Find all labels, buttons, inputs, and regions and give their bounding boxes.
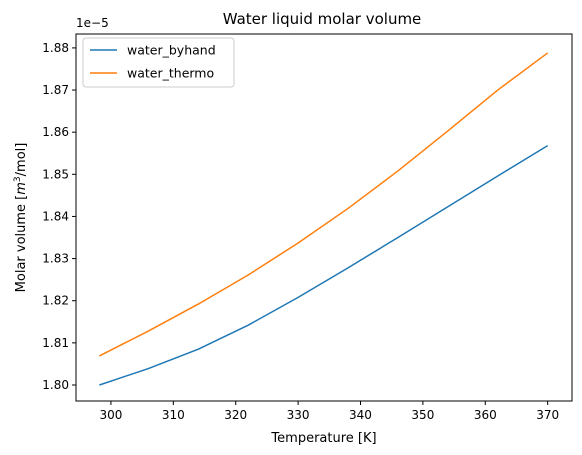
- series-line-water-thermo: [99, 52, 549, 357]
- x-tick-label: 300: [99, 408, 122, 422]
- y-axis-label: Molar volume [m3/mol]: [13, 143, 29, 293]
- x-axis-ticks: 300 310 320 330 340 350 360 370: [99, 401, 559, 422]
- y-tick-label: 1.88: [42, 41, 69, 55]
- chart-title: Water liquid molar volume: [223, 10, 422, 28]
- x-tick-label: 360: [474, 408, 497, 422]
- legend: water_byhand water_thermo: [82, 37, 235, 88]
- x-axis-label: Temperature [K]: [270, 431, 376, 446]
- x-tick-label: 340: [349, 408, 372, 422]
- x-tick-label: 310: [162, 408, 185, 422]
- y-offset-text: 1e−5: [76, 16, 109, 30]
- y-axis-label-unit: m: [14, 182, 29, 195]
- y-tick-label: 1.87: [42, 83, 69, 97]
- x-tick-label: 330: [287, 408, 310, 422]
- y-axis-label-suffix: /mol]: [14, 143, 29, 177]
- x-tick-label: 370: [536, 408, 559, 422]
- y-tick-label: 1.80: [42, 378, 69, 392]
- y-axis-label-exponent: 3: [13, 176, 23, 182]
- series-lines: [99, 52, 549, 386]
- y-tick-label: 1.82: [42, 294, 69, 308]
- y-tick-label: 1.86: [42, 125, 69, 139]
- series-line-water-byhand: [99, 145, 549, 386]
- y-axis-label-prefix: Molar volume [: [14, 195, 29, 293]
- y-tick-label: 1.85: [42, 167, 69, 181]
- legend-label-water-byhand: water_byhand: [127, 43, 216, 58]
- x-tick-label: 320: [224, 408, 247, 422]
- y-tick-label: 1.84: [42, 209, 69, 223]
- legend-box: [82, 37, 235, 88]
- x-tick-label: 350: [411, 408, 434, 422]
- legend-label-water-thermo: water_thermo: [127, 66, 214, 81]
- y-tick-label: 1.83: [42, 252, 69, 266]
- y-axis-ticks: 1.80 1.81 1.82 1.83 1.84 1.85 1.86 1.87 1.88: [42, 41, 76, 392]
- plot-area: [75, 33, 573, 402]
- y-tick-label: 1.81: [42, 336, 69, 350]
